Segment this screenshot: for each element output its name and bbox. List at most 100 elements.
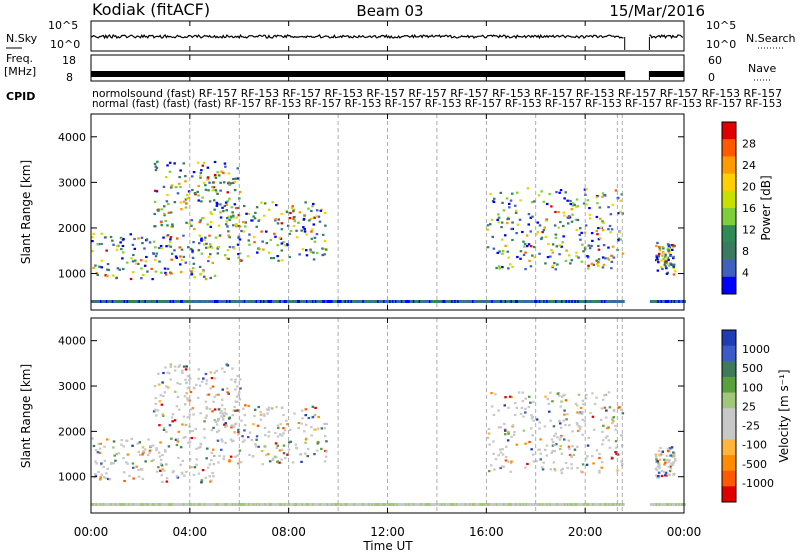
near-range-echo (263, 503, 265, 506)
echo-cell (226, 191, 229, 194)
echo-cell (570, 463, 573, 466)
near-range-echo (175, 503, 178, 506)
echo-cell (219, 189, 222, 192)
near-range-echo (134, 300, 136, 303)
near-range-echo (402, 503, 405, 506)
echo-cell (150, 459, 154, 463)
near-range-echo (111, 503, 114, 506)
echo-cell (255, 435, 259, 438)
echo-cell (553, 262, 556, 265)
echo-cell (217, 393, 220, 396)
echo-cell (273, 232, 276, 235)
echo-cell (621, 412, 625, 415)
echo-cell (118, 268, 121, 271)
echo-cell (235, 395, 239, 398)
echo-cell (499, 191, 502, 194)
echo-cell (545, 454, 549, 457)
echo-cell (144, 460, 147, 463)
echo-cell (235, 207, 238, 210)
echo-cell (550, 438, 554, 441)
echo-cell (171, 413, 175, 416)
echo-cell (517, 391, 521, 394)
echo-cell (148, 451, 151, 454)
echo-cell (158, 424, 161, 427)
y-tick-label: 4000 (58, 131, 86, 144)
echo-cell (657, 476, 661, 479)
near-range-echo (455, 503, 458, 506)
echo-cell (155, 447, 158, 450)
echo-cell (290, 206, 294, 209)
echo-cell (554, 236, 558, 239)
echo-cell (220, 410, 223, 413)
echo-cell (170, 184, 174, 187)
echo-cell (274, 431, 277, 435)
echo-cell (597, 258, 601, 261)
echo-cell (244, 221, 248, 224)
near-range-echo (307, 503, 310, 506)
echo-cell (559, 405, 562, 408)
echo-cell (276, 222, 280, 225)
echo-cell (281, 448, 284, 451)
echo-cell (605, 416, 608, 419)
near-range-echo (306, 300, 308, 303)
echo-cell (524, 442, 527, 445)
echo-cell (94, 264, 97, 267)
echo-cell (241, 435, 244, 438)
echo-cell (209, 221, 213, 224)
echo-cell (243, 439, 246, 442)
near-range-echo (319, 503, 322, 506)
echo-cell (564, 191, 567, 194)
echo-cell (137, 468, 140, 471)
echo-cell (219, 411, 222, 415)
near-range-echo (265, 503, 268, 506)
echo-cell (288, 255, 291, 259)
near-range-echo (153, 503, 156, 506)
echo-cell (575, 255, 578, 258)
echo-cell (266, 412, 269, 415)
echo-cell (666, 473, 670, 476)
echo-cell (213, 274, 217, 277)
echo-cell (162, 371, 165, 375)
near-range-echo (177, 503, 179, 506)
echo-cell (215, 201, 219, 204)
echo-cell (670, 447, 673, 450)
echo-cell (175, 443, 179, 447)
echo-cell (521, 230, 524, 234)
echo-cell (490, 405, 494, 408)
near-range-echo (369, 300, 372, 303)
near-range-echo (529, 503, 532, 506)
echo-cell (207, 466, 210, 469)
echo-cell (655, 458, 658, 461)
echo-cell (522, 253, 526, 256)
echo-cell (562, 419, 565, 422)
near-range-echo (408, 300, 411, 303)
near-range-echo (200, 503, 203, 506)
near-range-echo (320, 300, 323, 303)
echo-cell (92, 232, 95, 235)
near-range-echo (264, 503, 267, 506)
echo-cell (592, 462, 595, 465)
echo-cell (247, 212, 251, 215)
echo-cell (98, 265, 101, 268)
near-range-echo (512, 300, 514, 303)
echo-cell (198, 242, 201, 245)
echo-cell (97, 442, 100, 445)
near-range-echo (280, 300, 283, 303)
near-range-echo (480, 300, 483, 303)
near-range-echo (443, 300, 446, 303)
echo-cell (289, 428, 292, 431)
echo-cell (521, 391, 524, 394)
echo-cell (211, 471, 214, 475)
colorbar-tick-label: 20 (742, 181, 756, 194)
echo-cell (538, 448, 541, 451)
echo-cell (252, 423, 255, 426)
echo-cell (551, 266, 554, 269)
echo-cell (560, 395, 564, 398)
echo-cell (661, 246, 664, 249)
echo-cell (186, 399, 190, 402)
echo-cell (167, 244, 171, 247)
near-range-echo (346, 503, 348, 506)
echo-cell (233, 405, 236, 409)
echo-cell (201, 217, 204, 220)
echo-cell (292, 224, 296, 228)
